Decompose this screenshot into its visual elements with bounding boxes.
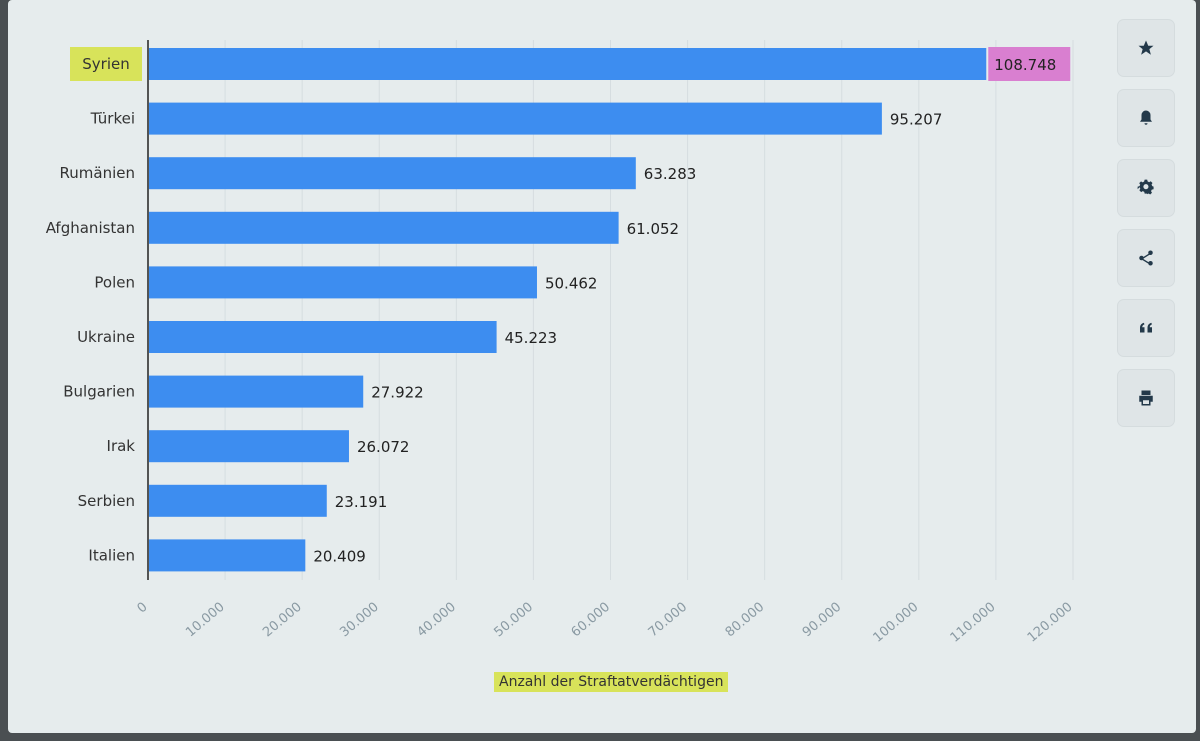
bar (149, 484, 327, 517)
x-tick-label: 20.000 (260, 600, 304, 641)
cite-button[interactable] (1118, 300, 1174, 356)
x-tick-label: 50.000 (491, 600, 535, 641)
value-label: 45.223 (505, 329, 558, 347)
gear-icon (1137, 179, 1154, 195)
share-icon (1139, 250, 1153, 266)
category-label: Bulgarien (63, 383, 135, 401)
bar (149, 321, 497, 353)
x-tick-label: 60.000 (569, 600, 613, 641)
star-icon (1138, 40, 1154, 55)
bell-icon (1140, 110, 1152, 125)
bar (149, 48, 987, 80)
print-icon (1139, 390, 1153, 406)
value-label: 108.748 (994, 56, 1056, 74)
category-label: Türkei (90, 110, 135, 128)
screen: Syrien 108.748 Türkei 95.207 Rumänien 63.283 A… (8, 0, 1196, 733)
notification-button[interactable] (1118, 90, 1174, 146)
x-tick-label: 80.000 (723, 600, 767, 641)
category-label: Rumänien (60, 164, 135, 182)
bar (149, 102, 882, 135)
category-label: Serbien (78, 492, 135, 510)
value-label: 63.283 (644, 165, 697, 183)
x-tick-label: 110.000 (948, 600, 999, 646)
share-button[interactable] (1118, 230, 1174, 286)
x-tick-label: 30.000 (337, 600, 381, 641)
x-axis-title: Anzahl der Straftatverdächtigen (494, 672, 729, 692)
print-button[interactable] (1118, 370, 1174, 426)
bar (149, 157, 636, 190)
bar (149, 430, 349, 463)
category-label: Irak (107, 437, 136, 455)
value-label: 20.409 (313, 547, 366, 565)
x-tick-label: 120.000 (1025, 600, 1076, 646)
settings-button[interactable] (1118, 160, 1174, 216)
x-tick-label: 100.000 (871, 600, 922, 646)
value-label: 61.052 (627, 220, 680, 238)
value-label: 23.191 (335, 493, 388, 511)
x-tick-label: 90.000 (800, 600, 844, 641)
category-label: Italien (88, 546, 135, 564)
category-label: Polen (94, 273, 135, 291)
x-tick-label: 40.000 (414, 600, 458, 641)
quote-icon (1140, 322, 1152, 333)
category-label: Syrien (82, 55, 129, 73)
value-label: 50.462 (545, 274, 598, 292)
x-tick-label: 10.000 (183, 600, 227, 641)
bar (149, 211, 619, 244)
category-highlight (70, 47, 142, 81)
x-tick-label: 0 (135, 600, 151, 617)
value-label: 26.072 (357, 438, 410, 456)
bar (149, 375, 364, 408)
chart-toolbar (1118, 20, 1180, 440)
value-label: 95.207 (890, 111, 943, 129)
value-highlight (988, 47, 1071, 81)
favorite-button[interactable] (1118, 20, 1174, 76)
category-label: Ukraine (77, 328, 135, 346)
x-tick-label: 70.000 (646, 600, 690, 641)
bar (149, 539, 306, 572)
bar-chart: Syrien 108.748 Türkei 95.207 Rumänien 63.283 A… (46, 40, 1076, 646)
category-label: Afghanistan (46, 219, 135, 237)
value-label: 27.922 (371, 384, 424, 402)
bar (149, 266, 537, 299)
